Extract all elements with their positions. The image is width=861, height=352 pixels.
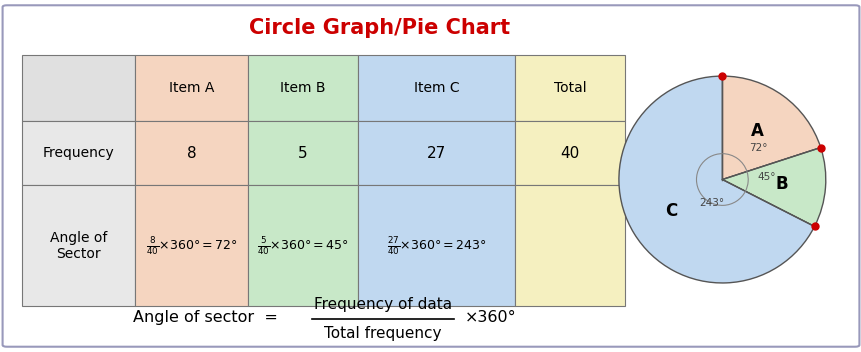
Text: 45°: 45° — [756, 172, 775, 182]
Text: C: C — [665, 202, 677, 220]
Bar — [357, 186, 515, 306]
Text: 72°: 72° — [748, 144, 767, 153]
Bar — [357, 121, 515, 186]
Text: 40: 40 — [560, 146, 579, 161]
Bar — [248, 55, 357, 121]
Text: B: B — [775, 175, 788, 193]
Text: Total: Total — [553, 81, 585, 95]
Bar — [22, 55, 135, 121]
Text: Angle of sector  =: Angle of sector = — [133, 310, 277, 325]
Bar — [357, 55, 515, 121]
Bar — [22, 121, 135, 186]
Bar — [248, 121, 357, 186]
Wedge shape — [618, 76, 814, 283]
Bar — [135, 186, 248, 306]
Bar — [22, 186, 135, 306]
Wedge shape — [722, 147, 825, 226]
Text: A: A — [750, 122, 763, 140]
Text: $\frac{27}{40}{\times}360°{=}243°$: $\frac{27}{40}{\times}360°{=}243°$ — [387, 235, 486, 257]
Text: $\frac{5}{40}{\times}360°{=}45°$: $\frac{5}{40}{\times}360°{=}45°$ — [257, 235, 349, 257]
Text: Item A: Item A — [169, 81, 214, 95]
Text: Circle Graph/Pie Chart: Circle Graph/Pie Chart — [249, 18, 509, 38]
Text: Angle of
Sector: Angle of Sector — [49, 231, 107, 261]
Text: Item C: Item C — [413, 81, 459, 95]
Wedge shape — [722, 76, 820, 180]
Text: Item B: Item B — [280, 81, 325, 95]
Bar — [135, 121, 248, 186]
Text: Total frequency: Total frequency — [324, 326, 441, 341]
Text: 243°: 243° — [698, 198, 724, 208]
Bar — [248, 186, 357, 306]
Text: 8: 8 — [187, 146, 196, 161]
Text: 27: 27 — [426, 146, 446, 161]
Text: Frequency of data: Frequency of data — [313, 297, 451, 312]
Text: Frequency: Frequency — [42, 146, 114, 161]
Bar — [515, 121, 624, 186]
Bar — [135, 55, 248, 121]
Text: 5: 5 — [298, 146, 307, 161]
Bar — [515, 55, 624, 121]
Text: ×360°: ×360° — [464, 310, 516, 325]
Bar — [515, 186, 624, 306]
Text: $\frac{8}{40}{\times}360°{=}72°$: $\frac{8}{40}{\times}360°{=}72°$ — [146, 235, 237, 257]
